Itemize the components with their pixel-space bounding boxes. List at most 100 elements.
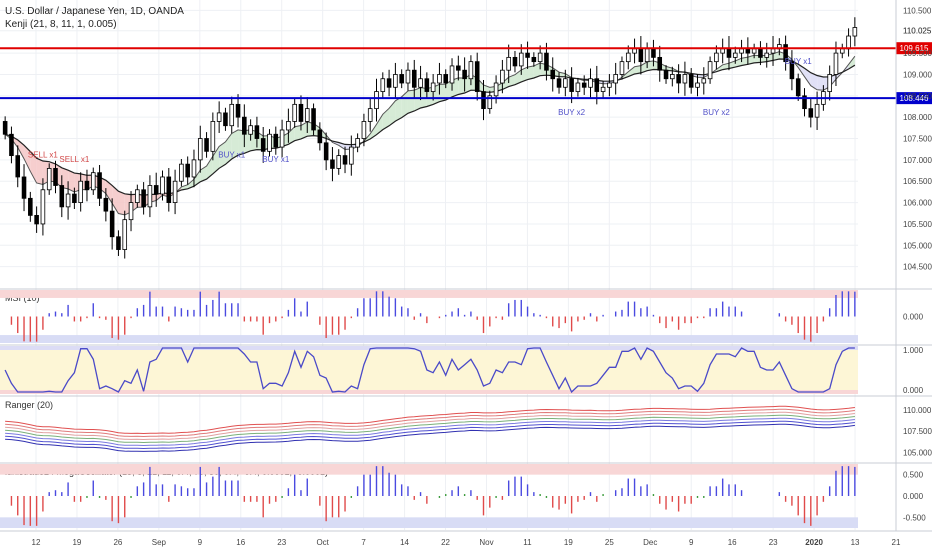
candle-body bbox=[418, 78, 423, 88]
candle-body bbox=[764, 52, 770, 58]
time-tick-label: 19 bbox=[72, 538, 81, 547]
candle-body bbox=[229, 103, 235, 127]
cloud-segment bbox=[36, 158, 43, 185]
candle-body bbox=[751, 48, 757, 54]
candle-body bbox=[632, 48, 637, 54]
ranger-band-line bbox=[5, 414, 855, 444]
candle-body bbox=[563, 78, 568, 88]
candle-body bbox=[537, 52, 543, 63]
candle-body bbox=[59, 185, 65, 208]
ranger-band-line bbox=[5, 405, 855, 435]
candle-body bbox=[273, 133, 279, 148]
cloud-segment bbox=[502, 77, 509, 90]
candle-body bbox=[745, 48, 751, 54]
candle-body bbox=[330, 159, 335, 169]
overbought-band bbox=[0, 290, 858, 298]
candle-body bbox=[833, 52, 839, 75]
candle-body bbox=[493, 82, 499, 97]
candle-body bbox=[298, 103, 304, 122]
price-tick-label: 107.000 bbox=[903, 156, 932, 165]
pane-tick-label: 0.500 bbox=[903, 471, 924, 480]
candle-body bbox=[15, 155, 21, 178]
candle-body bbox=[28, 197, 33, 216]
candle-body bbox=[594, 78, 600, 92]
candle-body bbox=[462, 69, 467, 80]
pane-tick-label: 105.000 bbox=[903, 448, 932, 457]
candle-body bbox=[204, 138, 209, 152]
candle-body bbox=[323, 142, 329, 161]
candle-body bbox=[588, 78, 593, 88]
signal-label: SELL x1 bbox=[28, 151, 58, 160]
moving-averages bbox=[4, 51, 856, 216]
candle-body bbox=[223, 112, 228, 127]
time-tick-label: Sep bbox=[152, 538, 167, 547]
time-tick-label: 23 bbox=[277, 538, 286, 547]
candle-body bbox=[317, 129, 323, 144]
cloud-segment bbox=[212, 146, 220, 174]
candle-body bbox=[569, 78, 574, 92]
cloud-segment bbox=[238, 129, 245, 156]
lower-band bbox=[0, 390, 858, 394]
candle-body bbox=[386, 78, 392, 88]
time-tick-label: 2020 bbox=[805, 538, 823, 547]
candle-body bbox=[197, 138, 203, 161]
time-tick-label: 14 bbox=[400, 538, 409, 547]
candle-body bbox=[525, 52, 530, 58]
pane-title: Ranger (20) bbox=[5, 400, 53, 410]
tdi-line bbox=[4, 347, 855, 394]
pane-4: ldnistrade24 MegaOscillator (13, 8, 21, … bbox=[0, 462, 932, 528]
cloud-segment bbox=[206, 156, 213, 180]
candle-body bbox=[619, 61, 625, 75]
candle-body bbox=[342, 155, 348, 165]
level-price-tag bbox=[896, 92, 932, 105]
candle-body bbox=[651, 48, 656, 58]
candle-body bbox=[242, 116, 247, 135]
time-tick-label: 26 bbox=[113, 538, 122, 547]
signal-label: BUY x1 bbox=[218, 151, 246, 160]
oversold-band bbox=[0, 517, 858, 528]
candle-body bbox=[84, 180, 90, 191]
candle-body bbox=[292, 103, 297, 122]
cloud-segment bbox=[30, 151, 37, 184]
pane-tick-label: 0.000 bbox=[903, 386, 924, 395]
candle-body bbox=[160, 176, 165, 195]
level-price-tag bbox=[896, 42, 932, 55]
cloud-segment bbox=[382, 108, 390, 130]
pane-tick-label: 0.000 bbox=[903, 492, 924, 501]
candle-body bbox=[103, 197, 109, 212]
price-tick-label: 108.000 bbox=[903, 113, 932, 122]
sub-panes: MSI (10)0.000TDI (13, 21)1.0000.000Range… bbox=[0, 288, 932, 528]
candle-body bbox=[827, 74, 832, 92]
indicator-title: Kenji (21, 8, 11, 1, 0.005) bbox=[5, 19, 117, 30]
candle-body bbox=[852, 27, 858, 37]
time-tick-label: 12 bbox=[32, 538, 41, 547]
candle-body bbox=[607, 82, 612, 88]
time-tick-label: 21 bbox=[892, 538, 901, 547]
candle-body bbox=[235, 103, 241, 118]
candle-body bbox=[726, 48, 732, 58]
candle-body bbox=[518, 52, 524, 67]
candle-body bbox=[581, 82, 587, 88]
candle-body bbox=[701, 78, 707, 84]
candle-body bbox=[789, 61, 795, 80]
candle-body bbox=[638, 48, 644, 63]
cloud-segment bbox=[747, 55, 755, 65]
ranger-band-line bbox=[5, 417, 855, 447]
ranger-band-line bbox=[5, 423, 855, 452]
pane-title: MSI (10) bbox=[5, 293, 40, 303]
candle-body bbox=[65, 193, 71, 208]
candle-body bbox=[544, 52, 549, 71]
pane-3: Ranger (20) 110.000 107.500 105.000 bbox=[0, 395, 932, 457]
cloud-segment bbox=[521, 67, 528, 82]
candle-body bbox=[399, 74, 404, 84]
candle-body bbox=[40, 189, 46, 225]
candle-body bbox=[663, 69, 669, 80]
cloud-segment bbox=[666, 66, 673, 71]
candle-body bbox=[688, 74, 694, 88]
time-tick-label: 13 bbox=[851, 538, 860, 547]
candle-body bbox=[78, 180, 83, 203]
cloud-segment bbox=[414, 87, 421, 111]
candle-body bbox=[783, 44, 788, 63]
cloud-segment bbox=[817, 75, 824, 91]
